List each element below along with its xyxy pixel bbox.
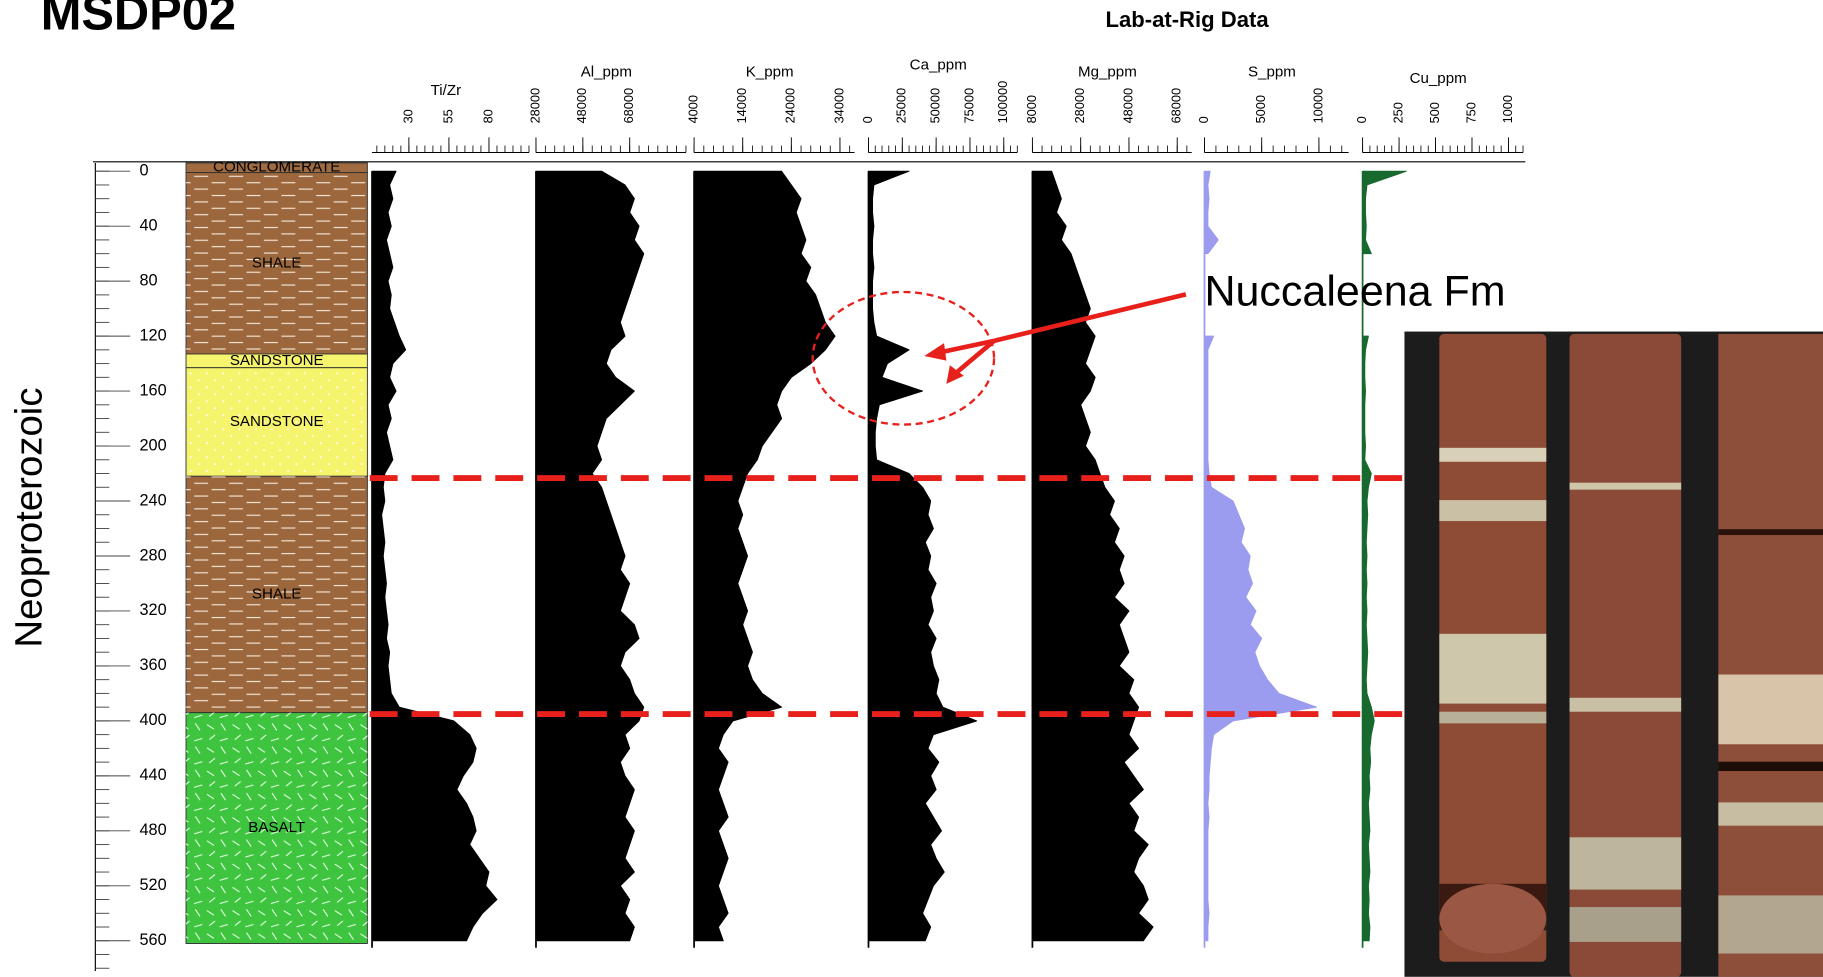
x-tick-label: 0 bbox=[1196, 116, 1211, 123]
x-tick-label: 75000 bbox=[961, 88, 976, 124]
depth-tick-label: 80 bbox=[140, 271, 158, 289]
track-title: Mg_ppm bbox=[1078, 63, 1137, 80]
x-tick-label: 1000 bbox=[1500, 95, 1515, 123]
depth-tick-label: 200 bbox=[140, 436, 167, 454]
lithology-pattern bbox=[186, 367, 368, 477]
x-tick-label: 80 bbox=[480, 109, 495, 123]
subtitle: Lab-at-Rig Data bbox=[1105, 7, 1269, 32]
depth-tick-label: 520 bbox=[140, 876, 167, 894]
depth-tick-label: 320 bbox=[140, 601, 167, 619]
track-title: S_ppm bbox=[1248, 63, 1296, 80]
annotation: Nuccaleena Fm bbox=[1204, 268, 1505, 316]
x-tick-label: 4000 bbox=[685, 95, 700, 123]
side-label: Neoproterozoic bbox=[8, 388, 51, 648]
lithology-pattern bbox=[186, 476, 368, 713]
lithology-label: SHALE bbox=[252, 585, 302, 602]
x-tick-label: 68000 bbox=[621, 88, 636, 124]
depth-tick-label: 400 bbox=[140, 711, 167, 729]
x-tick-label: 34000 bbox=[831, 88, 846, 124]
x-tick-label: 28000 bbox=[527, 88, 542, 124]
lithology-label: SANDSTONE bbox=[230, 413, 324, 430]
log-area bbox=[371, 170, 498, 942]
x-tick-label: 55 bbox=[440, 109, 455, 123]
x-tick-label: 5000 bbox=[1253, 95, 1268, 123]
log-tracks: 0 40 80 120 160 200 240 280 320 360 400 440 480 520 56… bbox=[93, 56, 1526, 971]
depth-tick-label: 0 bbox=[140, 162, 149, 180]
log-area bbox=[1362, 335, 1375, 942]
x-tick-label: 48000 bbox=[574, 88, 589, 124]
x-tick-label: 8000 bbox=[1024, 95, 1039, 123]
depth-tick-label: 40 bbox=[140, 216, 158, 234]
x-tick-label: 25000 bbox=[894, 88, 909, 124]
annotation-overlay: Nuccaleena Fm bbox=[369, 268, 1506, 717]
x-tick-label: 48000 bbox=[1120, 88, 1135, 124]
log-area bbox=[868, 170, 978, 942]
page-title: MSDP02 bbox=[41, 0, 236, 40]
x-tick-label: 10000 bbox=[1310, 88, 1325, 124]
log-area bbox=[1204, 170, 1219, 255]
lithology-label: CONGLOMERATE bbox=[213, 159, 340, 176]
x-tick-label: 28000 bbox=[1072, 88, 1087, 124]
log-area bbox=[535, 170, 645, 942]
lithology-pattern bbox=[186, 712, 368, 944]
x-tick-label: 0 bbox=[860, 116, 875, 123]
log-area bbox=[693, 170, 836, 942]
x-tick-label: 30 bbox=[400, 109, 415, 123]
x-tick-label: 100000 bbox=[995, 81, 1010, 124]
depth-tick-label: 240 bbox=[140, 491, 167, 509]
x-tick-label: 0 bbox=[1354, 116, 1369, 123]
log-area bbox=[1362, 170, 1407, 255]
depth-tick-label: 120 bbox=[140, 326, 167, 344]
x-tick-label: 50000 bbox=[928, 88, 943, 124]
x-tick-label: 250 bbox=[1390, 102, 1405, 123]
lithology-label: BASALT bbox=[248, 819, 305, 836]
depth-tick-label: 280 bbox=[140, 546, 167, 564]
track-title: Ti/Zr bbox=[431, 82, 461, 99]
depth-tick-label: 560 bbox=[140, 931, 167, 949]
lithology-pattern bbox=[186, 162, 368, 173]
depth-tick-label: 480 bbox=[140, 821, 167, 839]
lithology-label: SHALE bbox=[252, 254, 302, 271]
log-area bbox=[1204, 335, 1318, 942]
x-tick-label: 24000 bbox=[783, 88, 798, 124]
track-title: Ca_ppm bbox=[910, 56, 967, 73]
x-tick-label: 68000 bbox=[1169, 88, 1184, 124]
track-title: Cu_ppm bbox=[1410, 70, 1467, 87]
track-title: Al_ppm bbox=[581, 63, 632, 80]
track-title: K_ppm bbox=[746, 63, 794, 80]
depth-tick-label: 440 bbox=[140, 766, 167, 784]
x-tick-label: 500 bbox=[1427, 102, 1442, 123]
x-tick-label: 14000 bbox=[734, 88, 749, 124]
depth-tick-label: 160 bbox=[140, 381, 167, 399]
lithology-label: SANDSTONE bbox=[230, 352, 324, 369]
core-photo bbox=[1404, 331, 1823, 977]
x-tick-label: 750 bbox=[1463, 102, 1478, 123]
lithology-pattern bbox=[186, 172, 368, 354]
depth-tick-label: 360 bbox=[140, 656, 167, 674]
log-area bbox=[1031, 170, 1154, 942]
lithology-pattern bbox=[186, 353, 368, 368]
